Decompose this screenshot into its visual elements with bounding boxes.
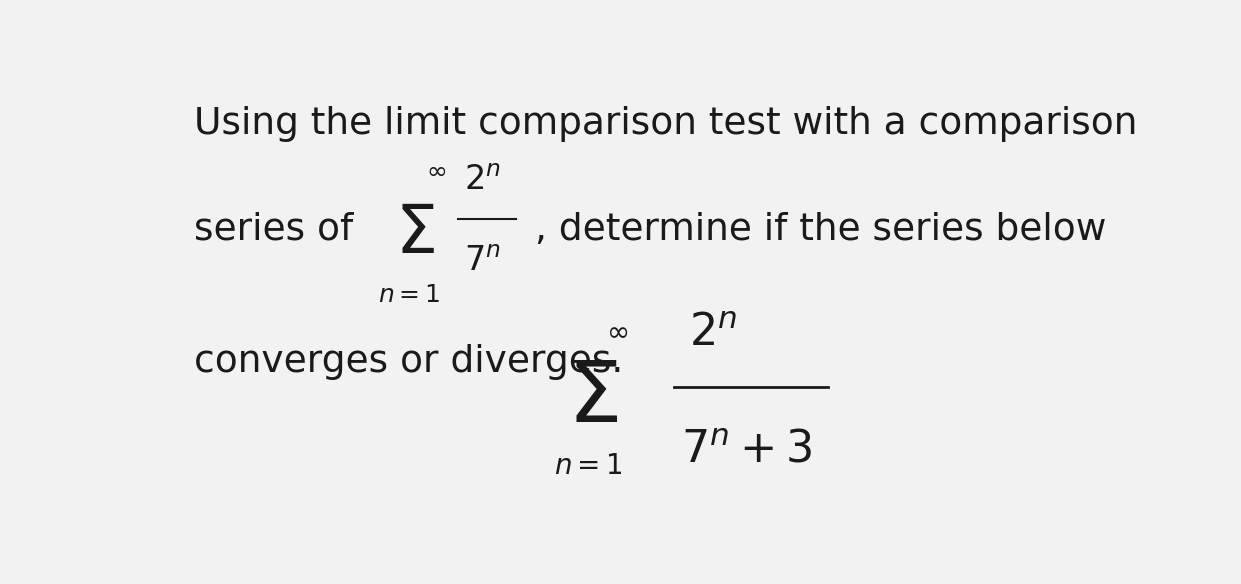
Text: $\Sigma$: $\Sigma$ — [567, 357, 618, 440]
Text: $n{=}1$: $n{=}1$ — [379, 283, 441, 307]
Text: $\infty$: $\infty$ — [606, 317, 628, 345]
Text: $2^n$: $2^n$ — [689, 312, 737, 354]
Text: $\infty$: $\infty$ — [426, 159, 446, 183]
Text: $2^n$: $2^n$ — [464, 164, 500, 197]
Text: converges or diverges.: converges or diverges. — [194, 345, 623, 380]
Text: $7^n + 3$: $7^n + 3$ — [681, 429, 812, 471]
Text: $n{=}1$: $n{=}1$ — [553, 452, 622, 480]
Text: $\Sigma$: $\Sigma$ — [395, 201, 434, 267]
Text: $7^n$: $7^n$ — [464, 245, 500, 278]
Text: Using the limit comparison test with a comparison: Using the limit comparison test with a c… — [194, 106, 1137, 142]
Text: series of: series of — [194, 212, 352, 248]
Text: , determine if the series below: , determine if the series below — [535, 212, 1107, 248]
